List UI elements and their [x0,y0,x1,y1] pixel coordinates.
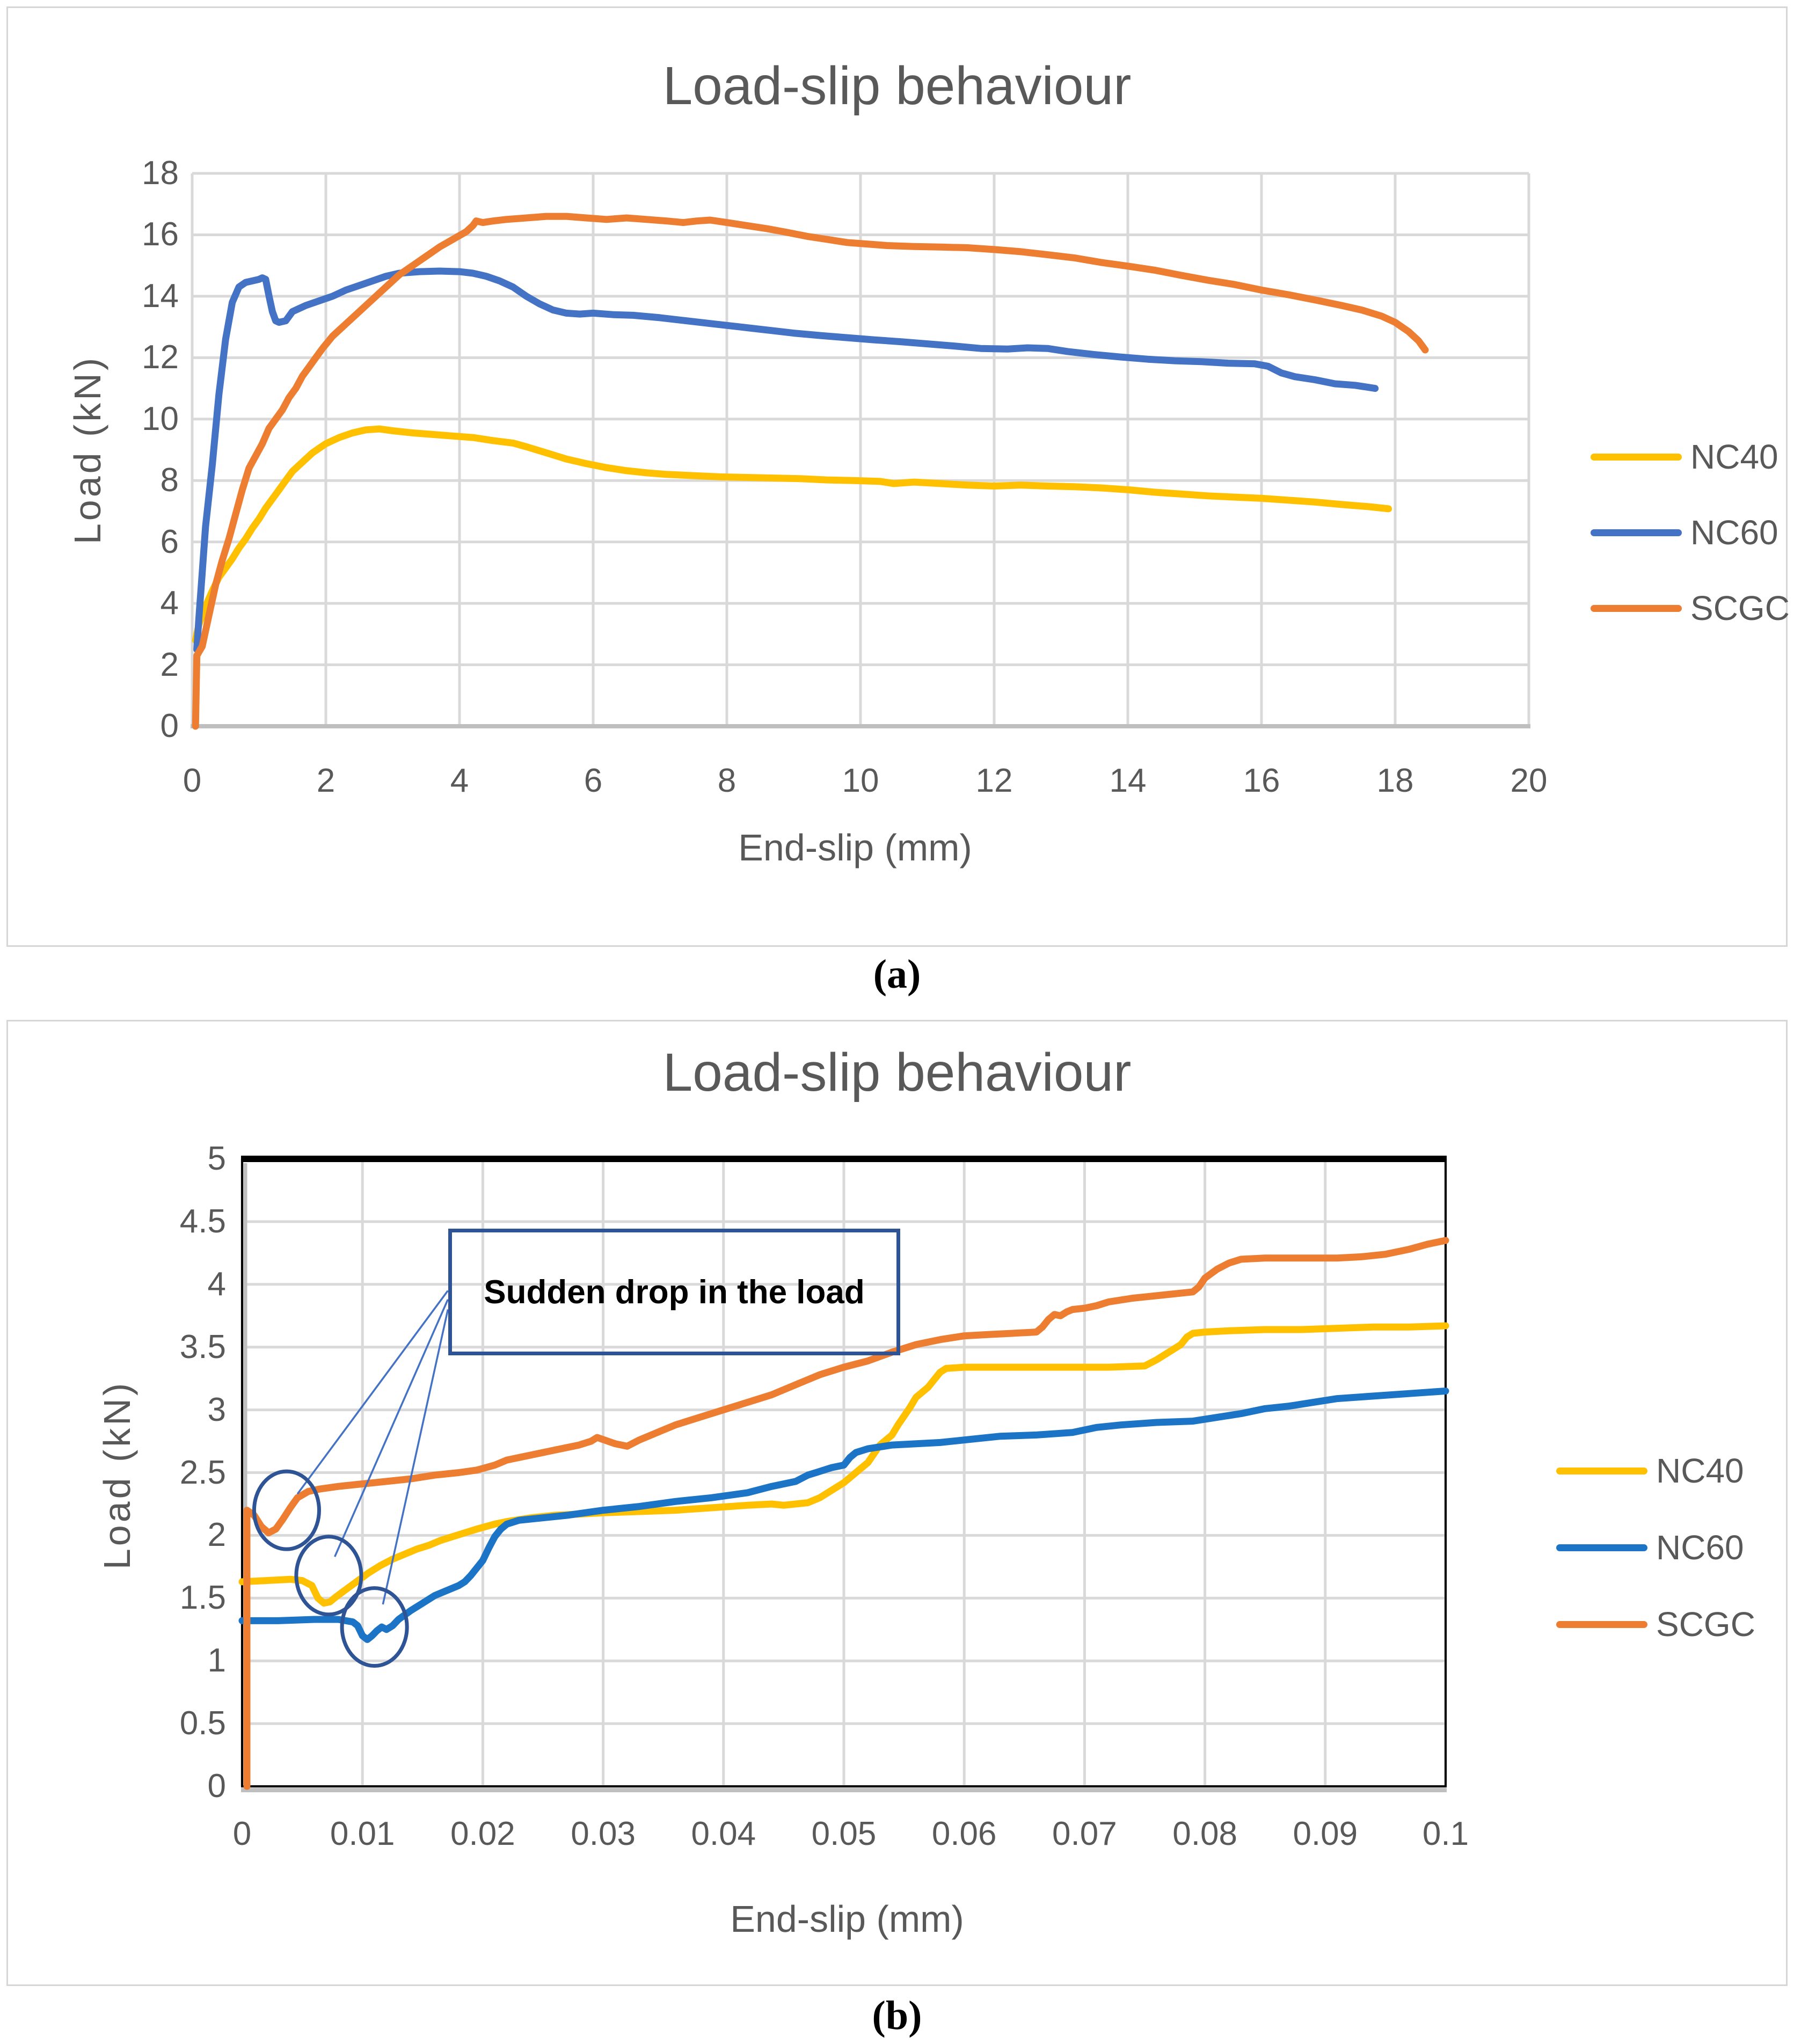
series-line-nc60 [238,1388,1449,1643]
y-tick-label: 0 [160,707,179,744]
x-tick-label: 0 [232,1815,252,1852]
y-tick-label: 1 [207,1642,226,1680]
x-tick-label: 0.05 [811,1815,877,1852]
chart-a-title: Load-slip behaviour [662,56,1132,116]
legend-label-nc60: NC60 [1656,1528,1744,1567]
legend-item-scgc: SCGC [1591,589,1790,627]
annotation-text: Sudden drop in the load [484,1273,865,1311]
x-tick-label: 0.02 [450,1815,515,1852]
series-line-scgc [243,1237,1449,1790]
y-tick-label: 5 [207,1140,226,1177]
legend-label-scgc: SCGC [1690,589,1790,627]
y-tick-label: 2 [160,646,179,683]
legend-label-nc40: NC40 [1690,437,1778,476]
x-tick-label: 10 [842,762,879,799]
annotation-box: Sudden drop in the load [448,1229,900,1355]
legend-item-nc40: NC40 [1556,1451,1755,1490]
x-tick-label: 0.03 [571,1815,636,1852]
series-line-nc40 [238,1322,1449,1607]
caption-b: (b) [872,1993,922,2038]
x-tick-label: 20 [1510,762,1548,799]
y-tick-label: 16 [142,216,179,253]
caption-a: (a) [873,952,921,997]
y-tick-label: 10 [142,400,179,437]
y-tick-label: 12 [142,339,179,376]
legend-swatch-nc60 [1556,1544,1647,1551]
panel-a: Load-slip behaviour End-slip (mm) Load (… [6,6,1790,947]
legend-item-nc60: NC60 [1556,1528,1755,1567]
y-tick-label: 0 [207,1768,226,1805]
legend-label-scgc: SCGC [1656,1605,1755,1644]
y-tick-label: 4.5 [179,1202,226,1240]
x-tick-label: 0 [183,762,202,799]
annotation-circle [252,1469,321,1551]
chart-b-plot-svg [238,1156,1449,1792]
series-line-scgc [192,213,1429,730]
y-tick-label: 0.5 [179,1705,226,1742]
y-tick-label: 2 [207,1516,226,1554]
x-tick-label: 0.04 [691,1815,756,1852]
legend-swatch-scgc [1556,1620,1647,1628]
series-line-nc40 [192,425,1392,644]
legend-swatch-nc60 [1591,529,1682,536]
chart-b-legend: NC40 NC60 SCGC [1556,1451,1755,1682]
x-tick-label: 16 [1243,762,1280,799]
y-tick-label: 2.5 [179,1454,226,1491]
x-tick-label: 0.01 [330,1815,395,1852]
x-tick-label: 0.07 [1052,1815,1117,1852]
series-line-nc60 [193,267,1379,653]
y-tick-label: 8 [160,462,179,499]
y-tick-label: 3.5 [179,1328,226,1366]
legend-swatch-nc40 [1591,453,1682,461]
chart-a-plot-svg [191,172,1530,730]
y-tick-label: 3 [207,1391,226,1428]
y-tick-label: 4 [160,585,179,622]
x-tick-label: 8 [717,762,736,799]
annotation-arrow [296,1290,449,1495]
y-tick-label: 1.5 [179,1579,226,1617]
x-tick-label: 0.08 [1172,1815,1237,1852]
chart-a-legend: NC40 NC60 SCGC [1591,437,1790,665]
x-tick-label: 6 [584,762,603,799]
chart-b-title: Load-slip behaviour [662,1042,1132,1103]
x-tick-label: 18 [1376,762,1414,799]
legend-item-scgc: SCGC [1556,1605,1755,1644]
annotation-arrow [382,1309,449,1605]
y-tick-label: 4 [207,1265,226,1303]
y-tick-label: 18 [142,155,179,192]
x-tick-label: 0.06 [931,1815,997,1852]
x-tick-label: 0.1 [1422,1815,1469,1852]
annotation-arrow [334,1299,449,1557]
panel-b: Load-slip behaviour End-slip (mm) Load (… [6,1020,1788,1986]
legend-label-nc40: NC40 [1656,1451,1744,1490]
annotation-circle [340,1586,409,1668]
chart-a-xaxis-title: End-slip (mm) [738,827,972,868]
legend-swatch-nc40 [1556,1467,1647,1474]
legend-item-nc40: NC40 [1591,437,1790,476]
x-tick-label: 2 [316,762,336,799]
x-tick-label: 4 [450,762,469,799]
x-tick-label: 14 [1109,762,1147,799]
x-tick-label: 0.09 [1293,1815,1358,1852]
annotation-circle [294,1535,363,1617]
x-tick-label: 12 [975,762,1013,799]
legend-item-nc60: NC60 [1591,513,1790,552]
legend-label-nc60: NC60 [1690,513,1778,552]
chart-b-xaxis-title: End-slip (mm) [730,1898,964,1940]
y-tick-label: 14 [142,277,179,315]
legend-swatch-scgc [1591,604,1682,612]
y-tick-label: 6 [160,523,179,560]
